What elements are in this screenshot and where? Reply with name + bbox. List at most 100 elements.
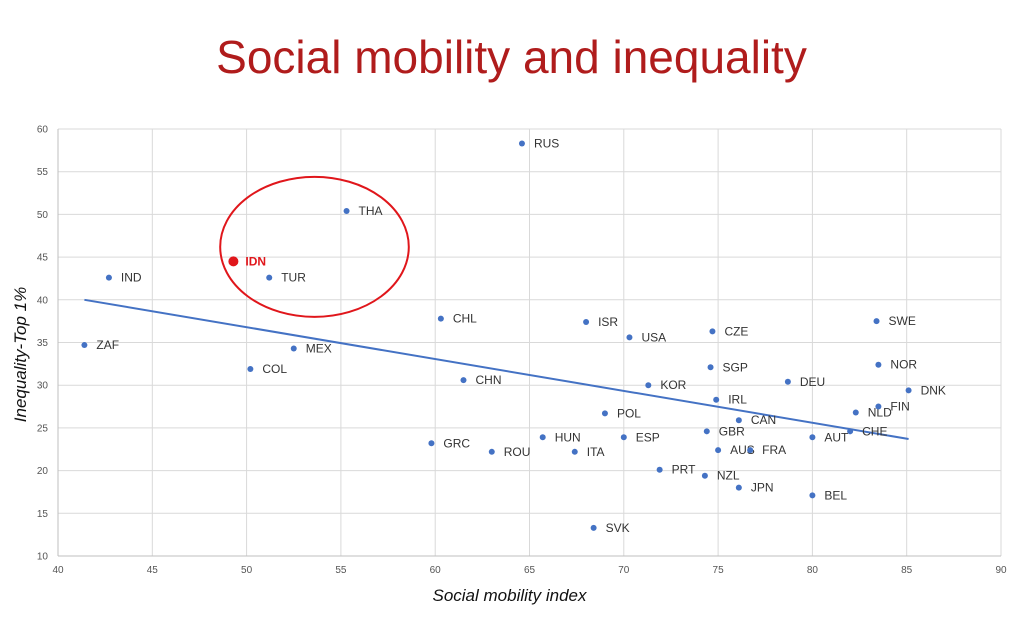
point-label-sgp: SGP bbox=[723, 360, 748, 374]
x-axis-label: Social mobility index bbox=[432, 586, 587, 605]
point-label-rus: RUS bbox=[534, 137, 559, 151]
x-tick-label: 70 bbox=[618, 565, 630, 576]
y-tick-label: 25 bbox=[37, 423, 49, 434]
point-label-isr: ISR bbox=[598, 315, 618, 329]
data-point-cze bbox=[709, 328, 716, 335]
point-label-fra: FRA bbox=[762, 443, 786, 457]
data-points: RUS THA IDN IND TUR CHL ISR SWE CZE USA ZAF MEX COL S… bbox=[81, 137, 946, 535]
data-point-kor bbox=[645, 382, 652, 389]
y-tick-label: 55 bbox=[37, 167, 49, 178]
data-point-swe bbox=[873, 318, 880, 325]
y-tick-label: 20 bbox=[37, 466, 49, 477]
annotation-group bbox=[219, 175, 410, 318]
point-label-rou: ROU bbox=[504, 445, 531, 459]
grid-lines bbox=[57, 128, 1002, 557]
point-label-tha: THA bbox=[359, 204, 383, 218]
point-label-svk: SVK bbox=[606, 521, 630, 535]
data-point-nld bbox=[852, 409, 859, 416]
data-point-hun bbox=[539, 434, 546, 441]
point-label-gbr: GBR bbox=[719, 424, 745, 438]
data-point-ind bbox=[105, 274, 112, 281]
point-label-col: COL bbox=[262, 362, 287, 376]
point-label-dnk: DNK bbox=[921, 383, 946, 397]
point-label-nor: NOR bbox=[890, 358, 917, 372]
data-point-col bbox=[247, 365, 254, 372]
x-tick-label: 75 bbox=[713, 565, 725, 576]
point-label-cze: CZE bbox=[724, 324, 748, 338]
x-tick-label: 85 bbox=[901, 565, 913, 576]
highlight-ellipse bbox=[219, 175, 410, 318]
data-point-mex bbox=[290, 345, 297, 352]
data-point-chn bbox=[460, 377, 467, 384]
y-tick-label: 60 bbox=[37, 125, 49, 136]
point-label-can: CAN bbox=[751, 413, 776, 427]
point-label-kor: KOR bbox=[660, 378, 686, 392]
data-point-gbr bbox=[703, 428, 710, 435]
x-tick-label: 60 bbox=[430, 565, 442, 576]
point-label-bel: BEL bbox=[824, 488, 847, 502]
data-point-fra bbox=[747, 447, 754, 454]
data-point-fin bbox=[875, 403, 882, 410]
data-point-nor bbox=[875, 361, 882, 368]
data-point-tha bbox=[343, 207, 350, 214]
point-label-chn: CHN bbox=[475, 373, 501, 387]
data-point-tur bbox=[266, 274, 273, 281]
data-point-rus bbox=[518, 140, 525, 147]
data-point-nzl bbox=[701, 472, 708, 479]
point-label-che: CHE bbox=[862, 424, 887, 438]
y-tick-label: 10 bbox=[37, 552, 49, 563]
point-label-aus: AUS bbox=[730, 443, 755, 457]
data-point-ita bbox=[571, 448, 578, 455]
data-point-isr bbox=[583, 319, 590, 326]
x-tick-label: 55 bbox=[335, 565, 347, 576]
x-tick-label: 90 bbox=[995, 565, 1007, 576]
data-point-bel bbox=[809, 492, 816, 499]
data-point-can bbox=[735, 417, 742, 424]
point-label-hun: HUN bbox=[555, 430, 581, 444]
data-point-rou bbox=[488, 448, 495, 455]
data-point-grc bbox=[428, 440, 435, 447]
point-label-jpn: JPN bbox=[751, 481, 774, 495]
x-tick-label: 50 bbox=[241, 565, 253, 576]
data-point-deu bbox=[784, 378, 791, 385]
point-label-aut: AUT bbox=[824, 430, 849, 444]
x-tick-label: 40 bbox=[52, 565, 64, 576]
x-tick-label: 80 bbox=[807, 565, 819, 576]
point-label-nld: NLD bbox=[868, 406, 892, 420]
data-point-jpn bbox=[735, 484, 742, 491]
x-tick-label: 65 bbox=[524, 565, 536, 576]
data-point-prt bbox=[656, 466, 663, 473]
chart-title: Social mobility and inequality bbox=[216, 31, 807, 83]
point-label-ind: IND bbox=[121, 271, 142, 285]
point-label-esp: ESP bbox=[636, 430, 660, 444]
point-label-deu: DEU bbox=[800, 375, 825, 389]
point-label-irl: IRL bbox=[728, 393, 747, 407]
y-tick-label: 15 bbox=[37, 509, 49, 520]
point-label-chl: CHL bbox=[453, 312, 477, 326]
data-point-svk bbox=[590, 524, 597, 531]
tick-labels: 40 45 50 55 60 65 70 75 80 85 90 10 15 20 25 30 35 40 45 50… bbox=[37, 125, 1007, 577]
point-label-pol: POL bbox=[617, 406, 641, 420]
y-tick-label: 30 bbox=[37, 381, 49, 392]
y-tick-label: 35 bbox=[37, 338, 49, 349]
point-label-tur: TUR bbox=[281, 271, 306, 285]
y-tick-label: 40 bbox=[37, 295, 49, 306]
point-label-prt: PRT bbox=[672, 463, 696, 477]
axes bbox=[57, 129, 1001, 557]
point-label-fin: FIN bbox=[890, 400, 909, 414]
x-tick-label: 45 bbox=[147, 565, 159, 576]
data-point-pol bbox=[601, 410, 608, 417]
data-point-usa bbox=[626, 334, 633, 341]
data-point-aus bbox=[715, 447, 722, 454]
point-label-usa: USA bbox=[641, 330, 666, 344]
trendline bbox=[84, 298, 909, 440]
data-point-dnk bbox=[905, 387, 912, 394]
data-point-zaf bbox=[81, 342, 88, 349]
point-label-zaf: ZAF bbox=[96, 338, 119, 352]
y-axis-label: Inequality-Top 1% bbox=[11, 287, 30, 422]
point-label-swe: SWE bbox=[889, 314, 916, 328]
data-point-irl bbox=[713, 396, 720, 403]
data-point-idn bbox=[228, 256, 239, 267]
data-point-sgp bbox=[707, 364, 714, 371]
